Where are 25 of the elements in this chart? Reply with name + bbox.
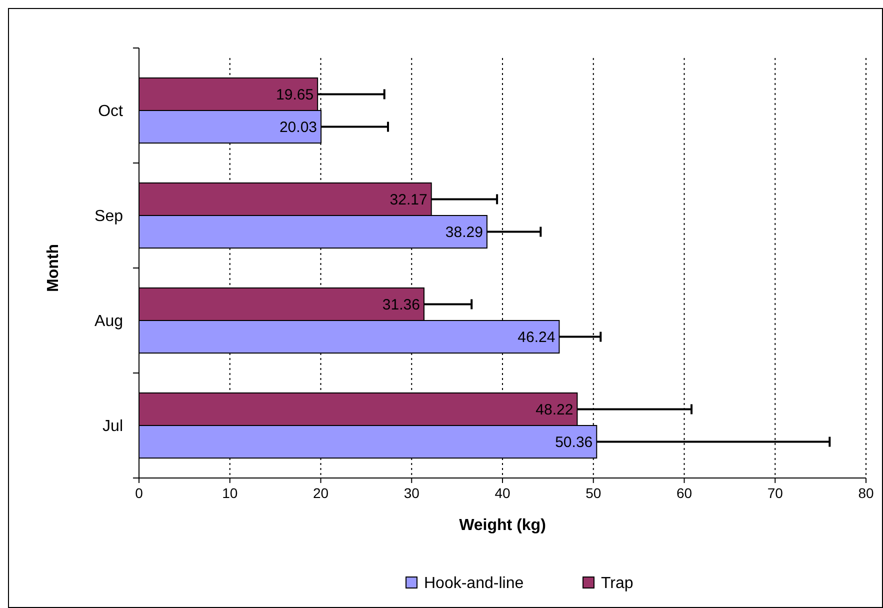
y-tick-label: Jul [102,418,123,436]
y-tick-label: Aug [94,313,123,330]
x-tick-label: 20 [312,485,329,501]
x-tick-label: 60 [676,485,692,501]
data-label: 48.22 [536,401,574,418]
x-tick-label: 0 [135,485,144,501]
legend-label: Trap [601,575,634,592]
data-label: 32.17 [390,191,428,208]
data-label: 31.36 [382,296,420,314]
data-label: 46.24 [518,329,556,346]
y-tick-label: Sep [94,208,124,226]
x-tick-label: 50 [586,485,602,501]
data-label: 19.65 [276,86,314,104]
x-tick-label: 70 [767,485,784,501]
y-tick-label: Oct [98,103,124,120]
x-tick-label: 10 [222,485,238,501]
data-label: 38.29 [445,224,483,242]
data-label: 50.36 [555,434,593,452]
x-axis-title: Weight (kg) [459,517,546,534]
y-axis-title: Month [45,244,62,292]
x-tick-label: 30 [404,485,420,501]
x-tick-label: 40 [494,485,510,501]
x-tick-label: 80 [858,485,874,501]
data-label: 20.03 [279,119,318,136]
legend-label: Hook-and-line [424,575,524,592]
